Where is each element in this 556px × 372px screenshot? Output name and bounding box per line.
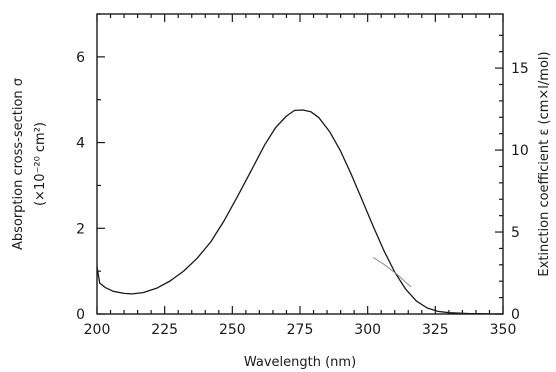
x-axis-label: Wavelength (nm) [244,355,356,370]
left-y-axis-label: Absorption cross-section σ [11,78,26,250]
right-y-tick-label: 10 [511,143,529,159]
x-tick-label: 300 [354,322,381,338]
extrapolation-line [372,256,412,288]
left-y-tick-label: 4 [76,136,85,152]
right-y-axis-ticks: 0 5 10 15 [495,34,529,323]
x-tick-label: 350 [490,322,517,338]
right-y-tick-label: 15 [511,61,529,77]
plot-frame [96,13,504,315]
left-y-axis-units: (×10⁻²⁰ cm²) [33,122,48,206]
right-y-tick-label: 0 [511,307,520,323]
x-tick-label: 250 [219,322,246,338]
x-tick-label: 200 [84,322,111,338]
absorption-curve [96,109,503,315]
left-y-tick-label: 2 [76,221,85,237]
right-y-tick-label: 5 [511,225,520,241]
x-tick-label: 275 [287,322,314,338]
left-y-tick-label: 0 [76,307,85,323]
right-y-axis-label: Extinction coefficient ε (cm×l/mol) [537,51,552,276]
left-y-tick-label: 6 [76,50,85,66]
left-y-axis-ticks: 0 2 4 6 [76,13,105,323]
x-tick-label: 225 [151,322,178,338]
x-axis-ticks: 200 225 250 275 300 325 350 [84,14,517,338]
x-tick-label: 325 [422,322,449,338]
